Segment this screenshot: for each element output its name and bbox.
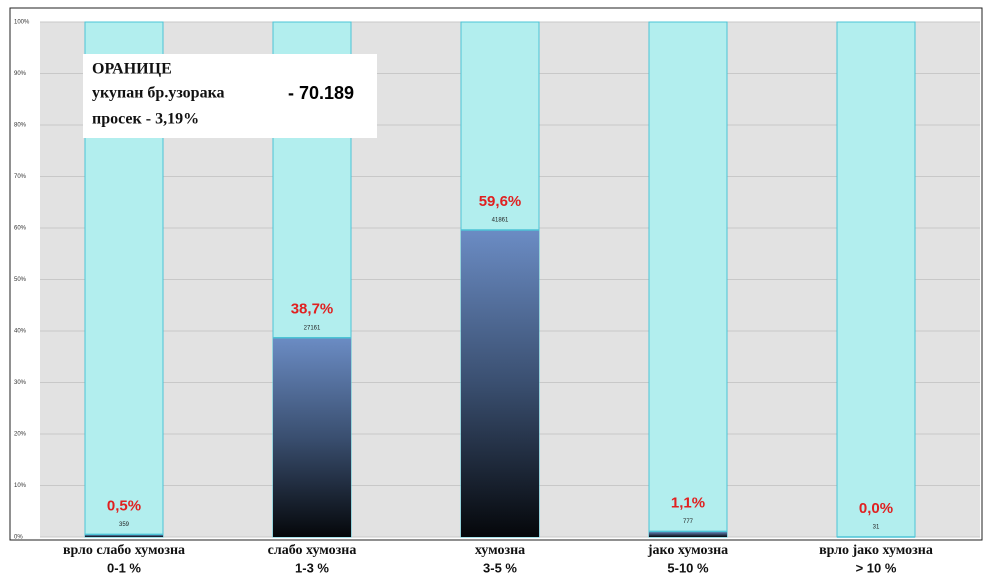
x-tick-label: слабо хумозна	[268, 543, 357, 558]
annotation-samples: укупан бр.узорака	[92, 85, 225, 102]
value-label: 0,0%	[859, 500, 893, 517]
bar-background	[836, 21, 916, 538]
value-label: 0,5%	[107, 497, 141, 514]
value-label: 1,1%	[671, 494, 705, 511]
annotation-average: просек - 3,19%	[92, 111, 199, 128]
x-tick-label: врло слабо хумозна	[63, 543, 185, 558]
y-tick-label: 30%	[14, 380, 27, 386]
count-label: 41861	[492, 218, 509, 224]
y-tick-label: 80%	[14, 123, 27, 129]
annotation-samples-value: - 70.189	[288, 83, 354, 103]
x-tick-label: хумозна	[475, 543, 525, 558]
value-label: 59,6%	[479, 193, 522, 210]
x-tick-range: 1-3 %	[295, 560, 329, 575]
count-label: 27161	[304, 325, 321, 331]
y-tick-label: 20%	[14, 432, 27, 438]
count-label: 31	[873, 525, 880, 531]
x-tick-range: 3-5 %	[483, 560, 517, 575]
x-tick-range: > 10 %	[856, 560, 897, 575]
x-tick-label: јако хумозна	[647, 543, 728, 558]
y-tick-label: 70%	[14, 174, 27, 180]
count-label: 359	[119, 522, 130, 528]
x-tick-range: 0-1 %	[107, 560, 141, 575]
bar	[649, 531, 727, 537]
annotation-title: ОРАНИЦЕ	[92, 61, 172, 78]
y-tick-label: 50%	[14, 277, 27, 283]
x-tick-range: 5-10 %	[667, 560, 709, 575]
bar	[85, 534, 163, 537]
y-tick-label: 0%	[14, 535, 23, 541]
y-tick-label: 10%	[14, 483, 27, 489]
x-tick-label: врло јако хумозна	[819, 543, 933, 558]
y-tick-label: 100%	[14, 20, 30, 26]
bar	[461, 230, 539, 537]
annotation-box	[83, 54, 377, 138]
bar	[273, 337, 351, 537]
count-label: 777	[683, 519, 694, 525]
y-tick-label: 90%	[14, 71, 27, 77]
y-tick-label: 60%	[14, 226, 27, 232]
value-label: 38,7%	[291, 301, 334, 318]
bar-background	[648, 21, 728, 538]
y-tick-label: 40%	[14, 329, 27, 335]
